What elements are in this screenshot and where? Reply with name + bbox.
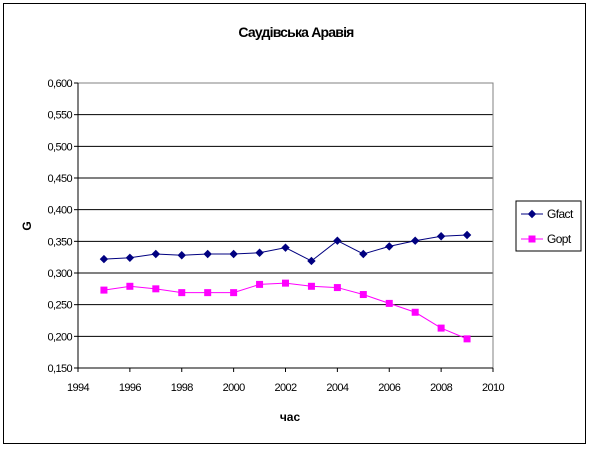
x-tick-label: 2002 — [274, 382, 297, 394]
data-point-square — [282, 279, 289, 287]
data-point-diamond — [436, 232, 446, 241]
data-point-diamond — [359, 249, 368, 259]
x-tick-label: 2000 — [223, 382, 246, 394]
legend-label: Gfact — [547, 207, 574, 221]
data-point-square — [463, 335, 471, 343]
series-gfact — [99, 230, 472, 266]
y-tick-label: 0,400 — [47, 205, 72, 217]
data-point-square — [178, 289, 186, 297]
data-point-square — [152, 285, 160, 293]
data-point-square — [411, 308, 419, 316]
plot-area — [77, 82, 494, 369]
data-point-square — [100, 286, 108, 294]
y-tick-label: 0,250 — [47, 300, 72, 312]
data-point-diamond — [462, 230, 472, 240]
y-tick-label: 0,200 — [47, 331, 72, 343]
legend-box — [515, 200, 582, 252]
data-point-diamond — [229, 249, 238, 259]
y-tick-label: 0,300 — [47, 268, 72, 280]
x-tick-label: 2004 — [326, 382, 349, 394]
series-gopt — [100, 279, 471, 343]
x-tick-label: 2010 — [482, 382, 505, 394]
data-point-square — [256, 280, 264, 288]
data-point-square — [333, 284, 341, 292]
legend: Gfact Gopt — [515, 200, 582, 252]
x-tick-label: 1996 — [119, 382, 142, 394]
y-axis-title: G — [20, 221, 34, 230]
chart-frame — [3, 3, 586, 444]
y-tick-label: 0,150 — [47, 363, 72, 375]
data-point-diamond — [281, 243, 290, 252]
y-tick-label: 0,350 — [47, 236, 72, 248]
data-point-diamond — [177, 251, 186, 260]
y-tick-label: 0,450 — [47, 173, 72, 185]
x-tick-label: 1994 — [67, 382, 90, 394]
x-tick-label: 2006 — [378, 382, 401, 394]
chart-title: Саудівська Аравія — [238, 24, 354, 40]
legend-label: Gopt — [547, 232, 572, 246]
x-tick-label: 1998 — [171, 382, 194, 394]
data-point-square — [307, 282, 315, 290]
data-point-diamond — [385, 242, 394, 251]
data-point-square — [126, 282, 134, 290]
y-tick-label: 0,600 — [47, 78, 72, 90]
legend-item-gfact: Gfact — [521, 207, 575, 221]
data-point-diamond — [203, 249, 212, 259]
data-point-diamond — [99, 254, 109, 264]
axes: 0,150 0,200 0,250 0,300 0,350 0,400 0,450 0,500… — [47, 78, 505, 394]
data-point-square — [385, 299, 393, 307]
data-point-diamond — [307, 256, 316, 266]
y-tick-label: 0,500 — [47, 141, 72, 153]
x-axis-title: час — [280, 410, 301, 424]
grid-lines — [78, 82, 493, 337]
series-layer — [99, 230, 472, 343]
data-point-square — [230, 289, 238, 297]
data-point-square — [437, 324, 445, 332]
x-tick-label: 2008 — [430, 382, 453, 394]
data-point-diamond — [333, 236, 342, 245]
data-point-diamond — [410, 236, 420, 245]
y-tick-label: 0,550 — [47, 110, 72, 122]
data-point-square — [528, 235, 536, 243]
data-point-diamond — [125, 253, 135, 263]
data-point-diamond — [527, 209, 537, 219]
legend-item-gopt: Gopt — [521, 232, 572, 246]
data-point-diamond — [255, 248, 264, 257]
data-point-square — [359, 291, 367, 299]
data-point-square — [204, 289, 212, 297]
data-point-diamond — [151, 249, 161, 259]
